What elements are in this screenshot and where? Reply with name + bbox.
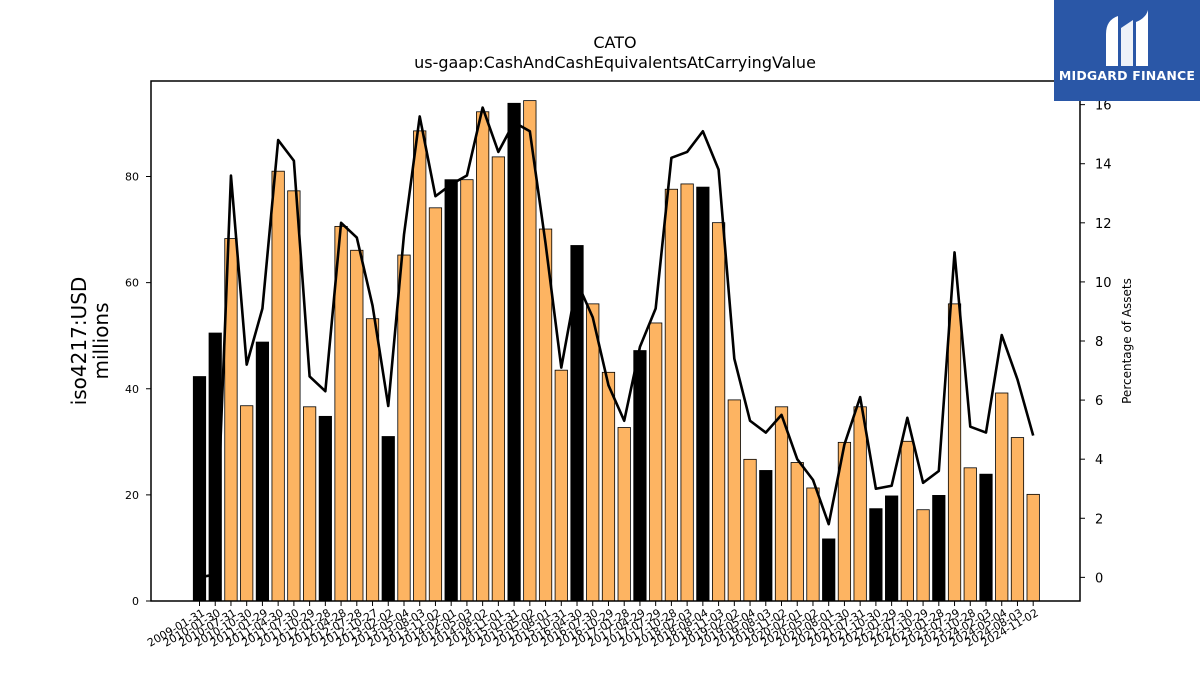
y2-tick-label: 14 (1095, 158, 1112, 173)
y2-tick-label: 4 (1095, 453, 1103, 468)
bar (1026, 493, 1040, 602)
percentage-line (199, 106, 1035, 579)
bar (664, 188, 679, 602)
midgard-logo-icon (1106, 10, 1148, 66)
bar (947, 303, 962, 602)
bar (680, 183, 694, 602)
bar (413, 130, 427, 602)
bar (963, 467, 977, 602)
bar (507, 102, 521, 602)
y-axis-label-line: millions (89, 302, 113, 379)
bar (806, 487, 820, 602)
y-tick-label: 40 (125, 383, 139, 396)
bar (491, 156, 505, 602)
bar (774, 406, 789, 602)
bar (853, 406, 867, 602)
bar (240, 405, 254, 602)
bar (727, 399, 741, 602)
bar (601, 371, 616, 602)
y2-tick-label: 6 (1095, 394, 1103, 409)
y-axis-label-line: iso4217:USD (67, 277, 91, 406)
bar (318, 415, 332, 602)
bar (554, 369, 568, 602)
y-axis-label: iso4217:USDmillions (67, 277, 113, 406)
y2-tick-label: 0 (1095, 571, 1103, 586)
bar (586, 303, 600, 602)
y2-tick-label: 12 (1095, 217, 1112, 232)
bar (255, 341, 270, 602)
bar (428, 207, 443, 602)
logo-text: MIDGARD FINANCE (1058, 68, 1196, 83)
bar (303, 406, 317, 602)
y-tick-label: 20 (125, 489, 139, 502)
bar (365, 318, 380, 602)
y2-axis-label: Percentage of Assets (1120, 278, 1134, 404)
bar (790, 462, 804, 602)
bar (476, 111, 490, 602)
bar (460, 179, 474, 602)
bar (633, 350, 647, 602)
bar (932, 495, 946, 602)
chart-subtitle: us-gaap:CashAndCashEquivalentsAtCarrying… (414, 53, 816, 72)
bar (885, 495, 899, 602)
bar (696, 186, 710, 602)
y2-tick-label: 10 (1095, 276, 1112, 291)
bar (287, 190, 301, 602)
bar (979, 473, 993, 602)
y2-tick-label: 8 (1095, 335, 1103, 350)
bar (900, 440, 914, 602)
bar (759, 470, 773, 602)
bar (192, 376, 207, 602)
y-tick-label: 0 (132, 595, 139, 608)
bar (822, 538, 836, 602)
bar (444, 179, 458, 602)
bar (869, 508, 883, 602)
bar (523, 100, 537, 602)
midgard-finance-logo: MIDGARD FINANCE (1054, 0, 1200, 101)
bar (649, 322, 663, 602)
bar (381, 436, 395, 602)
y-tick-label: 60 (125, 277, 139, 290)
bar (271, 170, 285, 602)
chart-title: CATO (593, 33, 636, 52)
bar (916, 509, 930, 602)
bar (397, 254, 411, 602)
bar (1010, 437, 1025, 602)
y2-tick-label: 16 (1095, 99, 1112, 114)
bar (711, 222, 726, 602)
bar (350, 249, 364, 602)
bar (995, 392, 1009, 602)
y2-tick-label: 2 (1095, 512, 1103, 527)
bar (743, 458, 757, 602)
bar (617, 427, 631, 602)
y-tick-label: 80 (125, 171, 139, 184)
